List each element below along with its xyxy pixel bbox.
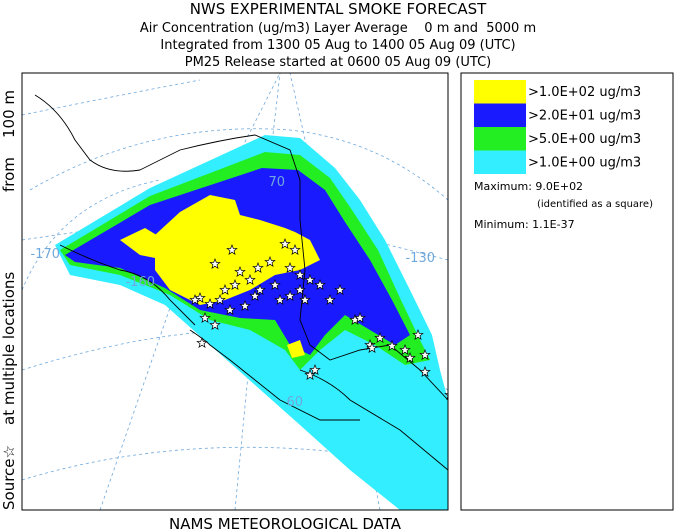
title: NWS EXPERIMENTAL SMOKE FORECAST bbox=[190, 0, 487, 18]
legend: >1.0E+02 ug/m3 >2.0E+01 ug/m3 >5.0E+00 ug/… bbox=[474, 80, 641, 174]
legend-swatch bbox=[474, 80, 526, 104]
subtitle: Air Concentration (ug/m3) Layer Average … bbox=[140, 21, 536, 36]
side-label: Source☆ bbox=[0, 445, 18, 510]
subtitle: PM25 Release started at 0600 05 Aug 09 (… bbox=[185, 55, 492, 70]
legend-label: >1.0E+00 ug/m3 bbox=[528, 156, 641, 171]
map-label: 70 bbox=[268, 175, 285, 190]
legend-label: >5.0E+00 ug/m3 bbox=[528, 132, 641, 147]
side-label: at multiple locations bbox=[0, 272, 18, 425]
map-frame bbox=[21, 72, 449, 511]
legend-label: >2.0E+01 ug/m3 bbox=[528, 109, 641, 124]
note: Maximum: 9.0E+02 bbox=[474, 180, 583, 193]
legend-frame bbox=[460, 72, 674, 511]
map-label: -160 bbox=[125, 275, 155, 290]
legend-swatch bbox=[474, 150, 526, 174]
map bbox=[22, 73, 448, 510]
map-label: -130 bbox=[405, 251, 435, 266]
map-label: -170 bbox=[30, 247, 60, 262]
side-label: from bbox=[0, 157, 18, 192]
footer: NAMS METEOROLOGICAL DATA bbox=[169, 515, 402, 532]
note: Minimum: 1.1E-37 bbox=[474, 218, 575, 231]
note: (identified as a square) bbox=[537, 199, 653, 210]
subtitle: Integrated from 1300 05 Aug to 1400 05 A… bbox=[160, 38, 515, 53]
map-label: 60 bbox=[286, 395, 303, 410]
side-label: 100 m bbox=[0, 90, 18, 138]
legend-label: >1.0E+02 ug/m3 bbox=[528, 85, 641, 100]
legend-swatch bbox=[474, 127, 526, 151]
legend-swatch bbox=[474, 103, 526, 127]
